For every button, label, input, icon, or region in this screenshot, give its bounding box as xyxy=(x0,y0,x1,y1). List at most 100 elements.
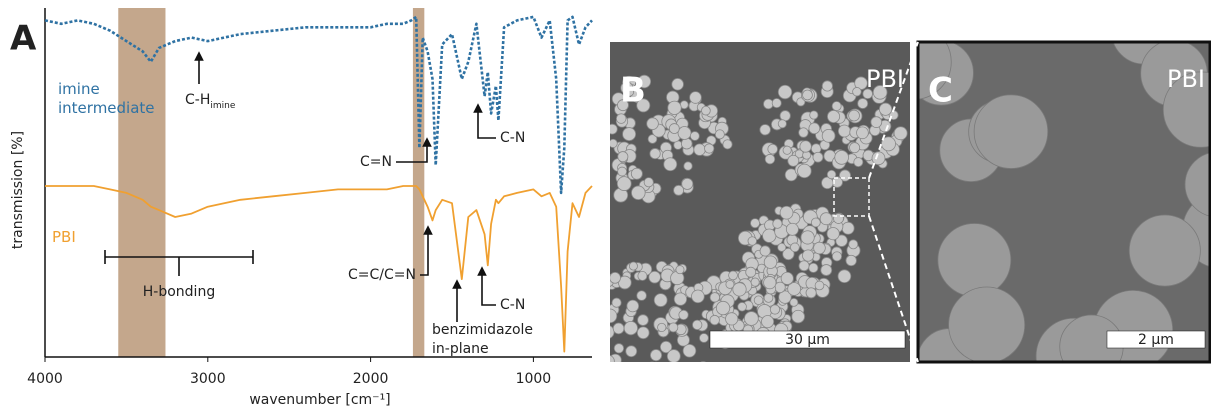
panel-label: A xyxy=(10,19,37,59)
particle xyxy=(722,139,733,150)
particle xyxy=(805,287,817,299)
particle xyxy=(771,98,782,109)
particle xyxy=(636,290,647,301)
particle xyxy=(637,271,648,281)
particle xyxy=(596,97,609,110)
particle xyxy=(613,343,625,354)
particle xyxy=(725,279,735,289)
annotation-arrow xyxy=(396,137,432,163)
particle xyxy=(782,145,792,155)
particle xyxy=(761,315,775,329)
particle xyxy=(709,292,720,303)
particle xyxy=(653,293,668,307)
particle xyxy=(812,151,824,163)
particle xyxy=(675,265,685,275)
particle xyxy=(590,131,600,141)
particle xyxy=(787,154,800,167)
particle xyxy=(870,116,883,128)
particle xyxy=(728,270,738,281)
particle xyxy=(848,109,860,122)
particle xyxy=(777,84,793,100)
particle xyxy=(595,314,608,327)
particle xyxy=(808,122,821,135)
particle xyxy=(777,119,787,129)
x-tick-label: 1000 xyxy=(516,371,552,387)
particle xyxy=(659,340,673,354)
particle xyxy=(590,311,600,321)
particle xyxy=(628,365,641,378)
particle xyxy=(681,177,694,190)
particle xyxy=(595,133,604,142)
x-tick-label: 2000 xyxy=(353,371,389,387)
particle xyxy=(750,277,760,287)
particle xyxy=(798,127,809,138)
particle xyxy=(622,127,637,142)
particle xyxy=(630,167,643,180)
particle xyxy=(819,212,833,226)
particle xyxy=(763,98,774,110)
annotation-arrow xyxy=(477,266,496,306)
particle xyxy=(611,297,622,308)
particle xyxy=(790,242,800,253)
particle xyxy=(1184,152,1211,217)
particle xyxy=(831,101,842,112)
particle xyxy=(779,205,794,220)
particle xyxy=(759,124,771,136)
x-tick-label: 4000 xyxy=(27,371,63,387)
particle xyxy=(862,88,873,100)
particle xyxy=(827,110,841,124)
particle xyxy=(628,261,638,271)
annotation-arrow xyxy=(420,225,433,276)
particle xyxy=(701,105,711,116)
particle xyxy=(692,319,703,330)
particle xyxy=(849,142,861,154)
particle xyxy=(598,99,606,107)
particle xyxy=(616,176,632,191)
particle xyxy=(759,245,771,257)
particle xyxy=(797,163,812,179)
particle xyxy=(663,157,678,172)
zoom-box xyxy=(833,177,870,217)
particle xyxy=(624,87,635,97)
particle xyxy=(973,94,1049,169)
particle xyxy=(744,311,759,326)
particle xyxy=(845,254,857,267)
particle xyxy=(769,304,781,315)
particle xyxy=(640,363,648,371)
particle xyxy=(893,126,908,141)
particle xyxy=(764,153,776,165)
particle xyxy=(814,280,825,291)
particle xyxy=(610,138,618,148)
zoom-line xyxy=(868,41,919,179)
particle xyxy=(591,295,604,308)
image-caption: PBI xyxy=(1167,65,1205,93)
particle xyxy=(826,169,837,180)
particle xyxy=(610,325,611,329)
highlight-band xyxy=(118,8,166,357)
series-label: imine intermediate xyxy=(58,80,155,117)
particle xyxy=(626,299,640,313)
particle xyxy=(680,137,693,150)
particle xyxy=(623,320,638,336)
particle xyxy=(837,269,852,284)
particle xyxy=(612,322,625,335)
series-line xyxy=(45,185,593,353)
particle xyxy=(646,117,659,130)
particle xyxy=(778,290,792,304)
particle xyxy=(785,222,799,236)
particle xyxy=(617,99,629,112)
particle xyxy=(837,124,851,138)
particle xyxy=(617,151,629,163)
particle xyxy=(610,272,621,284)
particle xyxy=(774,281,786,293)
particle xyxy=(704,143,715,154)
particle xyxy=(813,241,826,255)
annotation-sub: imine xyxy=(210,101,235,111)
particle xyxy=(668,123,680,134)
particle xyxy=(597,110,608,121)
annotation: C-N xyxy=(500,297,525,313)
particle xyxy=(835,234,848,247)
particle xyxy=(700,361,706,362)
annotation: benzimidazole in-plane xyxy=(432,322,534,357)
